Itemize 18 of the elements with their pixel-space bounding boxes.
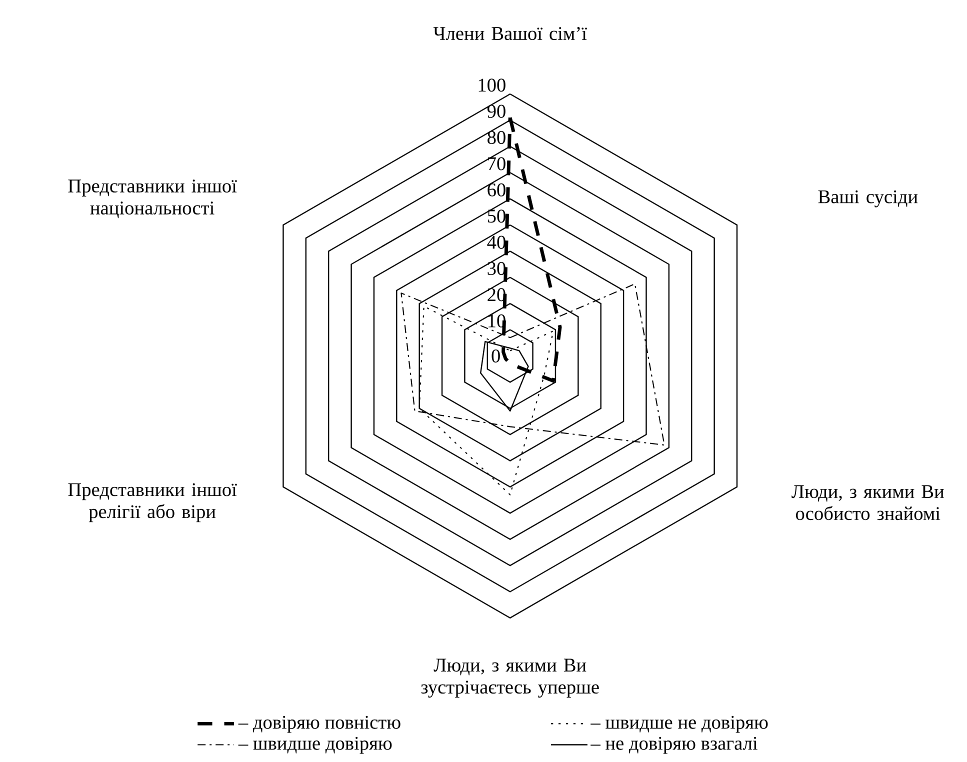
spoke-label: Члени Вашої сім’ї — [433, 26, 587, 40]
legend-label: – не довіряю взагалі — [590, 736, 758, 754]
spoke-label: Люди, з якими Ви зустрічаєтесь уперше — [421, 658, 599, 698]
spoke-label: Ваші сусіди — [818, 190, 918, 208]
y-tick-label: 40 — [487, 236, 506, 249]
spoke-label: Представники іншої національності — [68, 180, 237, 218]
y-tick-label: 80 — [488, 131, 506, 144]
spoke-label: Представники іншої релігії або віри — [68, 483, 237, 522]
y-tick-label: 60 — [488, 183, 506, 196]
y-tick-label: 50 — [488, 210, 506, 223]
legend-label: – довіряю повністю — [238, 716, 400, 733]
spoke-label: Люди, з якими Ви особисто знайомі — [792, 485, 944, 520]
legend-label: – швидше не довіряю — [590, 716, 768, 733]
y-tick-label: 70 — [488, 157, 506, 170]
legend-label: – швидше довіряю — [238, 736, 392, 754]
y-tick-label: 100 — [478, 78, 506, 92]
y-tick-label: 0 — [492, 349, 500, 362]
y-tick-label: 90 — [487, 104, 506, 118]
